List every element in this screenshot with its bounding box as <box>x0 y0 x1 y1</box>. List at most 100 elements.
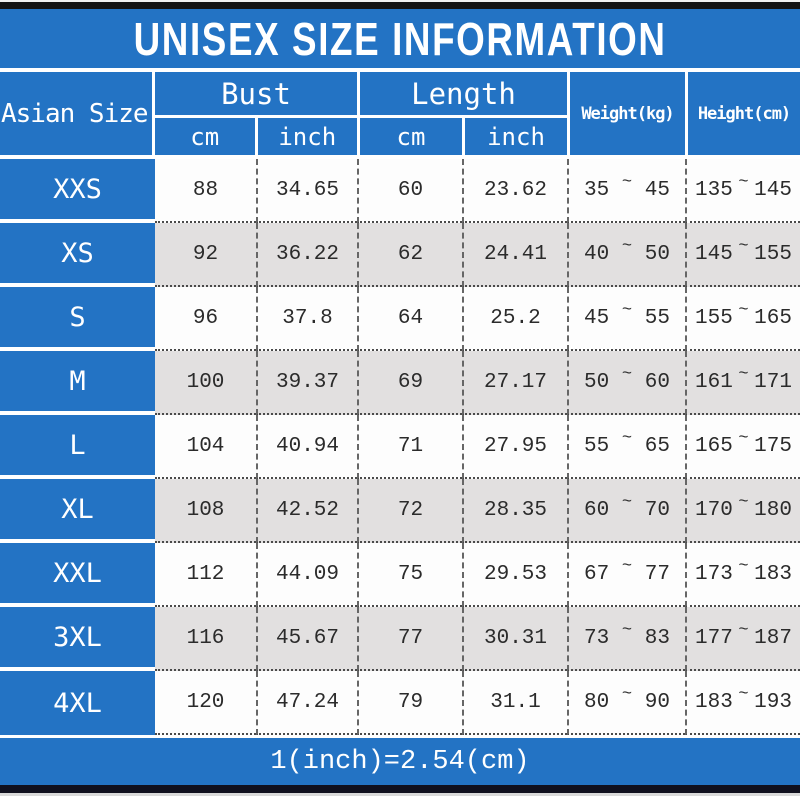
length-inch-value: 29.53 <box>462 543 567 607</box>
height-range: 135 ~145 <box>685 159 800 223</box>
header-length: Length <box>360 72 567 118</box>
size-label: XXS <box>0 159 155 223</box>
height-range: 145 ~155 <box>685 223 800 287</box>
title-band: UNISEX SIZE INFORMATION <box>0 9 800 72</box>
bottom-border-bar <box>0 785 800 793</box>
header-length-group: Length cm inch <box>357 72 567 155</box>
bust-inch-value: 40.94 <box>256 415 357 479</box>
top-border-bar <box>0 2 800 9</box>
bust-cm-value: 104 <box>155 415 256 479</box>
bust-cm-value: 108 <box>155 479 256 543</box>
table-body: XXS 88 34.65 60 23.62 35 ~45 135 ~145 XS 92 36.22 62… <box>0 159 800 735</box>
length-cm-value: 77 <box>357 607 462 671</box>
range-tilde: ~ <box>621 300 633 320</box>
range-tilde: ~ <box>738 620 749 640</box>
bottom-gray-strip <box>0 793 800 796</box>
range-tilde: ~ <box>738 556 749 576</box>
bust-inch-value: 45.67 <box>256 607 357 671</box>
bust-inch-value: 39.37 <box>256 351 357 415</box>
table-row: 3XL 116 45.67 77 30.31 73 ~83 177 ~187 <box>0 607 800 671</box>
size-label: M <box>0 351 155 415</box>
table-header: Asian Size Bust cm inch Length cm inch W… <box>0 72 800 159</box>
size-label: XL <box>0 479 155 543</box>
header-weight: Weight(kg) <box>567 72 685 155</box>
length-inch-value: 24.41 <box>462 223 567 287</box>
bust-inch-value: 44.09 <box>256 543 357 607</box>
range-tilde: ~ <box>621 620 633 640</box>
bust-inch-value: 36.22 <box>256 223 357 287</box>
length-inch-value: 30.31 <box>462 607 567 671</box>
bust-cm-value: 112 <box>155 543 256 607</box>
length-inch-value: 27.95 <box>462 415 567 479</box>
height-range: 161 ~171 <box>685 351 800 415</box>
length-inch-value: 25.2 <box>462 287 567 351</box>
header-bust-subrow: cm inch <box>155 118 357 155</box>
size-label: L <box>0 415 155 479</box>
weight-range: 50 ~60 <box>567 351 685 415</box>
length-inch-value: 23.62 <box>462 159 567 223</box>
conversion-note-band: 1(inch)=2.54(cm) <box>0 735 800 785</box>
size-label: XXL <box>0 543 155 607</box>
range-tilde: ~ <box>621 556 633 576</box>
header-length-inch: inch <box>462 118 567 155</box>
header-height: Height(cm) <box>685 72 800 155</box>
size-label: 3XL <box>0 607 155 671</box>
range-tilde: ~ <box>738 684 749 704</box>
length-cm-value: 79 <box>357 671 462 735</box>
length-cm-value: 72 <box>357 479 462 543</box>
bust-inch-value: 42.52 <box>256 479 357 543</box>
bust-cm-value: 96 <box>155 287 256 351</box>
table-row: 4XL 120 47.24 79 31.1 80 ~90 183 ~193 <box>0 671 800 735</box>
table-row: L 104 40.94 71 27.95 55 ~65 165 ~175 <box>0 415 800 479</box>
size-label: S <box>0 287 155 351</box>
length-cm-value: 62 <box>357 223 462 287</box>
weight-range: 80 ~90 <box>567 671 685 735</box>
range-tilde: ~ <box>621 236 633 256</box>
bust-cm-value: 92 <box>155 223 256 287</box>
weight-range: 60 ~70 <box>567 479 685 543</box>
range-tilde: ~ <box>621 428 633 448</box>
range-tilde: ~ <box>621 364 633 384</box>
weight-range: 55 ~65 <box>567 415 685 479</box>
weight-range: 73 ~83 <box>567 607 685 671</box>
range-tilde: ~ <box>738 172 749 192</box>
bust-cm-value: 88 <box>155 159 256 223</box>
table-row: XXS 88 34.65 60 23.62 35 ~45 135 ~145 <box>0 159 800 223</box>
range-tilde: ~ <box>621 492 633 512</box>
height-range: 155 ~165 <box>685 287 800 351</box>
range-tilde: ~ <box>738 300 749 320</box>
bust-inch-value: 34.65 <box>256 159 357 223</box>
header-bust-cm: cm <box>190 122 220 151</box>
header-asian-size: Asian Size <box>0 72 155 155</box>
weight-range: 35 ~45 <box>567 159 685 223</box>
bust-inch-value: 47.24 <box>256 671 357 735</box>
range-tilde: ~ <box>738 428 749 448</box>
weight-range: 45 ~55 <box>567 287 685 351</box>
table-row: XXL 112 44.09 75 29.53 67 ~77 173 ~183 <box>0 543 800 607</box>
length-cm-value: 64 <box>357 287 462 351</box>
table-row: XL 108 42.52 72 28.35 60 ~70 170 ~180 <box>0 479 800 543</box>
page-title: UNISEX SIZE INFORMATION <box>133 12 667 65</box>
height-range: 165 ~175 <box>685 415 800 479</box>
bust-cm-value: 120 <box>155 671 256 735</box>
range-tilde: ~ <box>738 492 749 512</box>
range-tilde: ~ <box>621 684 633 704</box>
header-bust: Bust <box>155 72 357 118</box>
header-length-cm: cm <box>396 122 426 151</box>
height-range: 173 ~183 <box>685 543 800 607</box>
bust-inch-value: 37.8 <box>256 287 357 351</box>
range-tilde: ~ <box>738 364 749 384</box>
length-cm-value: 69 <box>357 351 462 415</box>
header-length-subrow: cm inch <box>360 118 567 155</box>
height-range: 183 ~193 <box>685 671 800 735</box>
weight-range: 67 ~77 <box>567 543 685 607</box>
bust-cm-value: 100 <box>155 351 256 415</box>
height-range: 170 ~180 <box>685 479 800 543</box>
height-range: 177 ~187 <box>685 607 800 671</box>
conversion-note: 1(inch)=2.54(cm) <box>270 746 530 777</box>
length-cm-value: 75 <box>357 543 462 607</box>
top-white-strip <box>0 0 800 2</box>
header-bust-inch: inch <box>254 118 358 155</box>
table-row: S 96 37.8 64 25.2 45 ~55 155 ~165 <box>0 287 800 351</box>
